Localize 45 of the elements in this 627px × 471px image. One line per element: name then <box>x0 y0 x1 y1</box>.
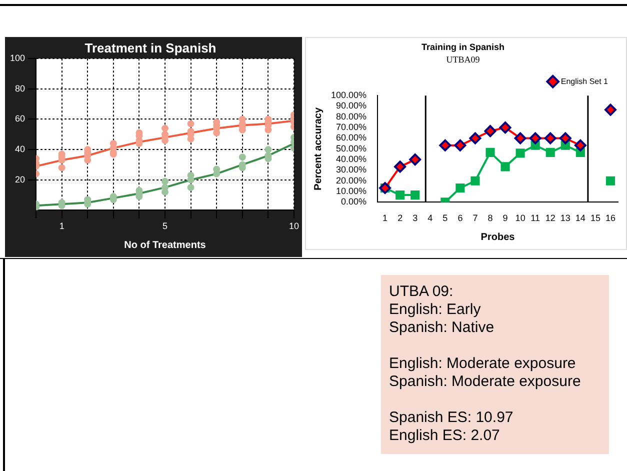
y-tick-label: 0.00% <box>341 196 367 207</box>
x-axis-title: No of Treatments <box>124 240 206 251</box>
y-tick-label: 40.00% <box>336 154 367 164</box>
y-tick-label: 60 <box>15 114 26 124</box>
y-tick-label: 40 <box>15 144 26 154</box>
y-tick-label: 60.00% <box>336 132 367 143</box>
y-tick-label: 100.00% <box>331 90 367 100</box>
y-tick-label: 20.00% <box>336 175 367 186</box>
y-axis-title: Percent accuracy <box>312 107 324 190</box>
y-tick-label: 90.00% <box>336 100 367 111</box>
text: UTBA 09: English: Early Spanish: Native <box>389 283 496 337</box>
chart-title: Treatment in Spanish <box>84 40 216 56</box>
x-tick-label: 16 <box>605 213 616 224</box>
y-tick-label: 70.00% <box>336 122 367 132</box>
x-tick-label: 1 <box>382 213 388 224</box>
y-tick-label: 30.00% <box>336 164 367 175</box>
x-tick-label: 15 <box>590 213 600 224</box>
x-tick-label: 6 <box>458 213 463 224</box>
x-tick-label: 4 <box>428 213 433 224</box>
x-tick-label: 2 <box>398 213 403 224</box>
x-tick-label: 3 <box>412 213 418 224</box>
legend-label: English Set 1 <box>560 76 609 86</box>
x-tick-label: 11 <box>530 213 540 224</box>
chart-title: Training in Spanish <box>421 42 505 52</box>
x-tick-label: 10 <box>515 213 526 224</box>
x-tick-label: 7 <box>472 213 478 224</box>
y-tick-label: 80.00% <box>336 111 367 122</box>
chart-subtitle: UTBA09 <box>446 54 480 65</box>
y-tick-label: 20 <box>15 174 26 184</box>
x-tick-label: 10 <box>288 221 299 232</box>
y-tick-label: 50.00% <box>336 143 367 154</box>
text: Spanish ES: 10.97 English ES: 2.07 <box>389 409 514 445</box>
x-tick-label: 5 <box>442 213 448 224</box>
x-tick-label: 8 <box>488 213 493 224</box>
x-tick-label: 1 <box>59 221 64 232</box>
x-tick-label: 5 <box>162 221 168 232</box>
y-tick-label: 10.00% <box>336 186 367 196</box>
x-axis-title: Probes <box>480 232 516 243</box>
x-tick-label: 14 <box>575 213 586 224</box>
y-tick-label: 80 <box>15 83 26 94</box>
x-tick-label: 12 <box>545 213 556 224</box>
y-tick-label: 100 <box>10 53 26 64</box>
x-tick-label: 9 <box>502 213 508 224</box>
x-tick-label: 13 <box>560 213 570 224</box>
text: English: Moderate exposure Spanish: Moderate exposure <box>389 355 582 391</box>
